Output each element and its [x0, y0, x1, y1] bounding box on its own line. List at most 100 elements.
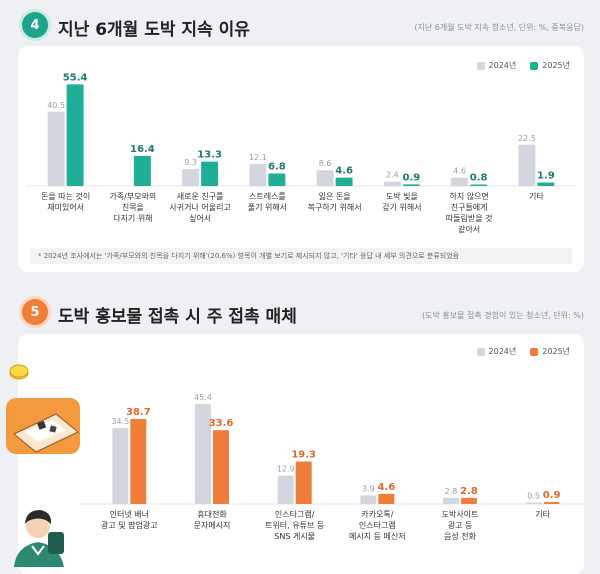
bar-2024년-3: [249, 163, 267, 186]
category-label-6-1: 친구들에게: [451, 202, 488, 212]
legend-item-2025: 2025년: [530, 60, 570, 71]
section2-number-badge: 5: [22, 299, 48, 325]
section2-panel: 2024년 2025년 34.5 38.7 인터넷 배너 광고 및 팝업광고 45.4 3…: [18, 334, 584, 574]
data-label-2025년-2: 19.3: [291, 450, 316, 461]
category-label-3-1: 풀기 위해서: [248, 202, 287, 212]
bar-2025년-6: [470, 184, 488, 186]
legend-label-2024: 2024년: [488, 61, 517, 70]
bar-2025년-2: [201, 161, 219, 186]
category-label-1-0: 가족/부모와의: [109, 191, 156, 201]
category-label-0-1: 재미있어서: [47, 202, 84, 212]
coin-icon: [9, 364, 29, 380]
bar-2024년-4: [443, 497, 459, 504]
legend2-label-2024: 2024년: [488, 347, 517, 356]
data-label-2025년-5: 0.9: [403, 172, 421, 183]
person-icon: [14, 510, 64, 567]
category-label-3-1: 인스타그램: [359, 520, 396, 530]
laptop-illustration: [0, 392, 88, 462]
data-label-2024년-0: 40.5: [47, 101, 65, 110]
category-label-2-2: 싶어서: [189, 213, 211, 223]
category-label-4-1: 복구하기 위해서: [308, 202, 362, 212]
category-label-4-2: 음성 전화: [444, 531, 477, 541]
category-label-4-1: 광고 등: [448, 520, 473, 530]
bar-2025년-0: [130, 418, 147, 504]
bar-2024년-4: [316, 170, 334, 186]
category-label-5-0: 도박 빚을: [386, 191, 418, 201]
data-label-2024년-3: 3.9: [362, 484, 375, 493]
section1-footnote: * 2024년 조사에서는 '가족/부모와의 친목을 다지기 위해'(20.6%…: [30, 248, 572, 264]
legend2-swatch-2024: [476, 347, 485, 356]
category-label-1-2: 다지기 위해: [113, 213, 152, 223]
data-label-2024년-0: 34.5: [111, 417, 129, 426]
data-label-2025년-1: 33.6: [209, 418, 234, 429]
category-label-2-1: 트위터, 유튜브 등: [265, 521, 324, 530]
data-label-2025년-1: 16.4: [130, 144, 155, 155]
data-label-2024년-2: 12.9: [277, 465, 295, 474]
data-label-2025년-6: 0.8: [470, 173, 488, 184]
data-label-2024년-6: 4.6: [453, 167, 466, 176]
bar-2025년-7: [537, 182, 555, 186]
section2-note: (도박 홍보물 접촉 경험이 있는 청소년, 단위: %): [421, 311, 584, 320]
section1-number-badge: 4: [22, 12, 48, 38]
legend-swatch-2024: [476, 61, 485, 70]
category-label-2-0: 인스타그램/: [275, 509, 315, 519]
section2-header: 5 도박 홍보물 접촉 시 주 접촉 매체 (도박 홍보물 접촉 경험이 있는 …: [0, 296, 600, 332]
bar-2025년-1: [133, 155, 151, 186]
data-label-2024년-1: 45.4: [194, 393, 212, 402]
data-label-2025년-2: 13.3: [197, 150, 222, 161]
bar-2025년-3: [378, 493, 395, 504]
category-label-3-2: 메시지 등 메신저: [349, 532, 406, 541]
category-label-0-1: 광고 및 팝업광고: [101, 520, 158, 530]
data-label-2024년-7: 22.5: [518, 134, 536, 143]
section2-legend: 2024년 2025년: [476, 346, 570, 357]
data-label-2025년-5: 0.9: [543, 490, 561, 501]
legend2-label-2025: 2025년: [542, 347, 570, 356]
bar-2025년-0: [66, 84, 84, 186]
legend-item-2024: 2024년: [476, 60, 517, 71]
bar-2024년-6: [451, 177, 469, 186]
category-label-0-0: 돈을 따는 것이: [41, 191, 90, 201]
data-label-2024년-5: 0.5: [527, 492, 540, 501]
category-label-1-0: 휴대전화: [197, 509, 227, 519]
category-label-0-0: 인터넷 배너: [110, 509, 149, 519]
data-label-2025년-0: 38.7: [126, 407, 151, 418]
section1-header: 4 지난 6개월 도박 지속 이유 (지난 6개월 도박 지속 청소년, 단위:…: [0, 8, 600, 44]
data-label-2025년-4: 2.8: [460, 486, 478, 497]
category-label-6-3: 같아서: [458, 224, 480, 234]
legend-label-2025: 2025년: [542, 61, 570, 70]
data-label-2025년-4: 4.6: [335, 166, 353, 177]
person-illustration: [8, 502, 74, 567]
category-label-6-0: 하지 않으면: [449, 191, 488, 201]
bar-2024년-2: [277, 475, 294, 504]
data-label-2025년-7: 1.9: [537, 171, 555, 182]
section1-note: (지난 6개월 도박 지속 청소년, 단위: %, 중복응답): [414, 23, 584, 32]
section2-title: 도박 홍보물 접촉 시 주 접촉 매체: [58, 307, 297, 327]
bar-2024년-0: [47, 111, 65, 186]
category-label-5-1: 갚기 위해서: [382, 202, 421, 212]
bar-2024년-2: [182, 168, 200, 186]
data-label-2025년-0: 55.4: [63, 72, 88, 83]
data-label-2025년-3: 6.8: [268, 162, 286, 173]
category-label-2-0: 새로운 친구를: [177, 191, 224, 201]
category-label-4-0: 도박사이트: [442, 509, 479, 519]
category-label-1-1: 친목을: [122, 202, 144, 212]
bar-2025년-2: [295, 461, 312, 504]
category-label-6-2: 따돌림받을 것: [446, 213, 493, 223]
legend2-item-2025: 2025년: [530, 346, 570, 357]
category-label-7-0: 기타: [529, 192, 544, 201]
bar-2025년-4: [461, 497, 477, 504]
category-label-4-0: 잃은 돈을: [319, 192, 351, 201]
bar-2024년-7: [518, 144, 536, 186]
category-label-3-0: 카카오톡/: [361, 510, 393, 519]
data-label-2024년-4: 2.8: [445, 487, 458, 496]
data-label-2024년-4: 8.6: [319, 159, 332, 168]
category-label-3-0: 스트레스를: [249, 192, 286, 201]
bar-2024년-0: [112, 428, 129, 504]
bar-2025년-5: [543, 502, 560, 504]
bar-2024년-3: [360, 495, 377, 504]
category-label-2-1: 사귀거나 어울리고: [169, 202, 230, 212]
bar-2025년-4: [335, 177, 353, 186]
data-label-2024년-3: 12.1: [249, 153, 267, 162]
bar-2024년-5: [383, 181, 401, 186]
